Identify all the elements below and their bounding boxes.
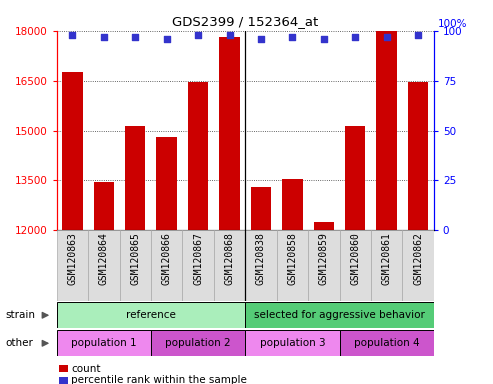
Bar [214,230,246,301]
Text: GSM120861: GSM120861 [382,233,392,285]
Text: GSM120865: GSM120865 [130,233,141,285]
Bar [251,187,271,384]
Bar [59,365,68,372]
Bar [156,137,177,384]
Bar [377,29,397,384]
Point [226,31,234,38]
Point [383,34,390,40]
Title: GDS2399 / 152364_at: GDS2399 / 152364_at [172,15,318,28]
Bar [277,230,308,301]
Text: GSM120864: GSM120864 [99,233,109,285]
Bar [88,230,119,301]
Bar [125,126,145,384]
Text: count: count [71,364,101,374]
Bar [371,230,402,301]
Bar [245,230,277,301]
Point [131,34,139,40]
Text: GSM120860: GSM120860 [350,233,360,285]
Text: strain: strain [5,310,35,320]
Bar [119,230,151,301]
Point [100,34,108,40]
Bar [408,82,428,384]
Point [69,31,76,38]
Bar [57,230,88,301]
Point [288,34,296,40]
Text: population 2: population 2 [165,338,231,348]
Text: selected for aggressive behavior: selected for aggressive behavior [254,310,425,320]
Bar [188,82,209,384]
Point [163,36,171,42]
Bar [345,126,365,384]
Text: population 4: population 4 [354,338,420,348]
Bar [402,230,434,301]
Text: GSM120862: GSM120862 [413,233,423,285]
Text: GSM120866: GSM120866 [162,233,172,285]
Text: percentile rank within the sample: percentile rank within the sample [71,375,247,384]
Text: GSM120868: GSM120868 [224,233,235,285]
Bar [151,230,182,301]
Bar [94,182,114,384]
Bar [340,230,371,301]
Bar [151,330,245,356]
Text: other: other [5,338,33,348]
Point [194,31,202,38]
Bar [245,330,340,356]
Text: GSM120838: GSM120838 [256,233,266,285]
Point [257,36,265,42]
Text: reference: reference [126,310,176,320]
Bar [57,330,151,356]
Bar [219,37,240,384]
Point [414,31,422,38]
Text: 100%: 100% [438,19,467,29]
Text: GSM120858: GSM120858 [287,233,297,285]
Bar [57,302,245,328]
Bar [59,377,68,384]
Bar [245,302,434,328]
Bar [314,222,334,384]
Text: GSM120863: GSM120863 [68,233,77,285]
Bar [62,72,83,384]
Bar [308,230,340,301]
Text: population 3: population 3 [260,338,325,348]
Point [320,36,328,42]
Point [352,34,359,40]
Bar [282,179,303,384]
Bar [182,230,214,301]
Text: GSM120859: GSM120859 [319,233,329,285]
Text: GSM120867: GSM120867 [193,233,203,285]
Text: population 1: population 1 [71,338,137,348]
Bar [340,330,434,356]
